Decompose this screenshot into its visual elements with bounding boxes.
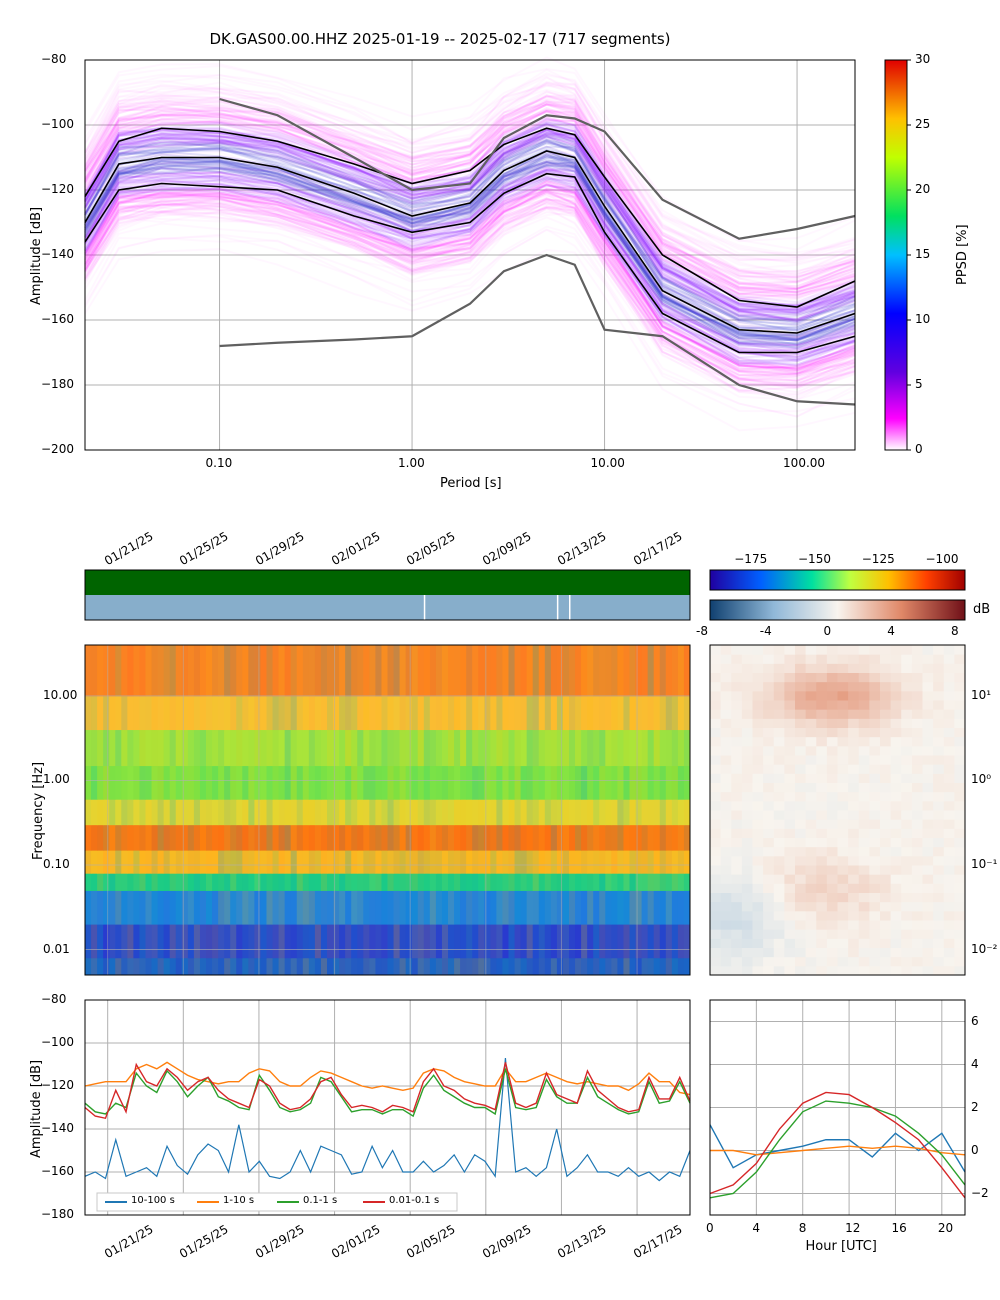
ppsd-ytick: −120 xyxy=(41,182,74,196)
ts-ylabel: Amplitude [dB] xyxy=(29,1059,44,1157)
ts-xtick: 02/05/25 xyxy=(404,1222,458,1261)
ppsd-panel xyxy=(85,60,855,450)
legend-item: 1-10 s xyxy=(223,1195,254,1206)
ppsd-cb-tick: 10 xyxy=(915,312,930,326)
colorbar-top-tick: −150 xyxy=(798,552,831,566)
date-tick-top: 02/13/25 xyxy=(555,529,609,568)
ppsd-cb-tick: 20 xyxy=(915,182,930,196)
ppsd-ytick: −200 xyxy=(41,442,74,456)
colorbar-top-tick: −100 xyxy=(926,552,959,566)
date-tick-top: 02/17/25 xyxy=(631,529,685,568)
ts-xtick: 01/25/25 xyxy=(177,1222,231,1261)
colorbar-bot-label: dB xyxy=(973,602,990,617)
ts-xtick: 01/21/25 xyxy=(102,1222,156,1261)
ppsd-ytick: −100 xyxy=(41,117,74,131)
spectrogram-panel xyxy=(85,645,690,975)
hourmap-ytick: 10⁻² xyxy=(971,942,997,956)
spec-ytick: 10.00 xyxy=(43,688,77,702)
colorbar-bot-tick: 8 xyxy=(951,624,959,638)
hourmap-ytick: 10⁻¹ xyxy=(971,857,997,871)
hourly-xtick: 20 xyxy=(938,1221,953,1235)
legend-item: 0.01-0.1 s xyxy=(389,1195,439,1206)
spec-ytick: 0.10 xyxy=(43,857,70,871)
timeseries-panel xyxy=(85,1000,690,1215)
ppsd-xtick: 100.00 xyxy=(783,456,825,470)
ts-xtick: 02/17/25 xyxy=(631,1222,685,1261)
ts-ytick: −80 xyxy=(41,992,66,1006)
colorbar-top-tick: −125 xyxy=(862,552,895,566)
colorbar-bot xyxy=(710,600,965,620)
hourly-ytick: 6 xyxy=(971,1014,979,1028)
hourly-xtick: 0 xyxy=(706,1221,714,1235)
ts-xtick: 02/13/25 xyxy=(555,1222,609,1261)
colorbar-bot-tick: -8 xyxy=(696,624,708,638)
hourly-ytick: −2 xyxy=(971,1186,989,1200)
legend-item: 0.1-1 s xyxy=(303,1195,337,1206)
ts-ytick: −100 xyxy=(41,1035,74,1049)
spec-ytick: 1.00 xyxy=(43,772,70,786)
ppsd-cb-tick: 30 xyxy=(915,52,930,66)
ts-xtick: 02/01/25 xyxy=(329,1222,383,1261)
ts-ytick: −180 xyxy=(41,1207,74,1221)
hourly-ytick: 2 xyxy=(971,1100,979,1114)
hourly-panel xyxy=(710,1000,965,1215)
hourly-xtick: 8 xyxy=(799,1221,807,1235)
date-tick-top: 02/01/25 xyxy=(329,529,383,568)
hourly-xtick: 12 xyxy=(845,1221,860,1235)
ppsd-cb-tick: 0 xyxy=(915,442,923,456)
colorbar-top xyxy=(710,570,965,590)
date-tick-top: 02/09/25 xyxy=(480,529,534,568)
hourly-xlabel: Hour [UTC] xyxy=(806,1239,877,1254)
ppsd-ytick: −160 xyxy=(41,312,74,326)
date-tick-top: 01/29/25 xyxy=(253,529,307,568)
ppsd-ytick: −180 xyxy=(41,377,74,391)
ppsd-colorbar xyxy=(885,60,907,450)
ppsd-xtick: 0.10 xyxy=(206,456,233,470)
ts-ytick: −120 xyxy=(41,1078,74,1092)
ppsd-xtick: 1.00 xyxy=(398,456,425,470)
spec-ytick: 0.01 xyxy=(43,942,70,956)
date-tick-top: 01/25/25 xyxy=(177,529,231,568)
hourmap-ytick: 10⁰ xyxy=(971,772,991,786)
ts-ytick: −160 xyxy=(41,1164,74,1178)
hourly-ytick: 4 xyxy=(971,1057,979,1071)
colorbar-bot-tick: -4 xyxy=(760,624,772,638)
ts-ytick: −140 xyxy=(41,1121,74,1135)
ts-xtick: 02/09/25 xyxy=(480,1222,534,1261)
legend-item: 10-100 s xyxy=(131,1195,175,1206)
colorbar-bot-tick: 4 xyxy=(887,624,895,638)
ppsd-xtick: 10.00 xyxy=(591,456,625,470)
hourly-ytick: 0 xyxy=(971,1143,979,1157)
ppsd-cb-tick: 15 xyxy=(915,247,930,261)
ppsd-ytick: −80 xyxy=(41,52,66,66)
ppsd-cb-tick: 25 xyxy=(915,117,930,131)
date-tick-top: 01/21/25 xyxy=(102,529,156,568)
ppsd-ytick: −140 xyxy=(41,247,74,261)
spec-ylabel: Frequency [Hz] xyxy=(31,762,46,860)
ppsd-ylabel: Amplitude [dB] xyxy=(29,207,44,305)
ppsd-cb-tick: 5 xyxy=(915,377,923,391)
colorbar-top-tick: −175 xyxy=(734,552,767,566)
hourly-xtick: 4 xyxy=(752,1221,760,1235)
hourmap-panel xyxy=(710,645,965,975)
hourly-xtick: 16 xyxy=(891,1221,906,1235)
date-tick-top: 02/05/25 xyxy=(404,529,458,568)
coverage-panel xyxy=(85,570,690,620)
colorbar-bot-tick: 0 xyxy=(824,624,832,638)
figure-title: DK.GAS00.00.HHZ 2025-01-19 -- 2025-02-17… xyxy=(0,30,880,48)
ppsd-cb-label: PPSD [%] xyxy=(955,224,970,285)
ppsd-xlabel: Period [s] xyxy=(440,476,502,491)
hourmap-ytick: 10¹ xyxy=(971,688,991,702)
ts-xtick: 01/29/25 xyxy=(253,1222,307,1261)
